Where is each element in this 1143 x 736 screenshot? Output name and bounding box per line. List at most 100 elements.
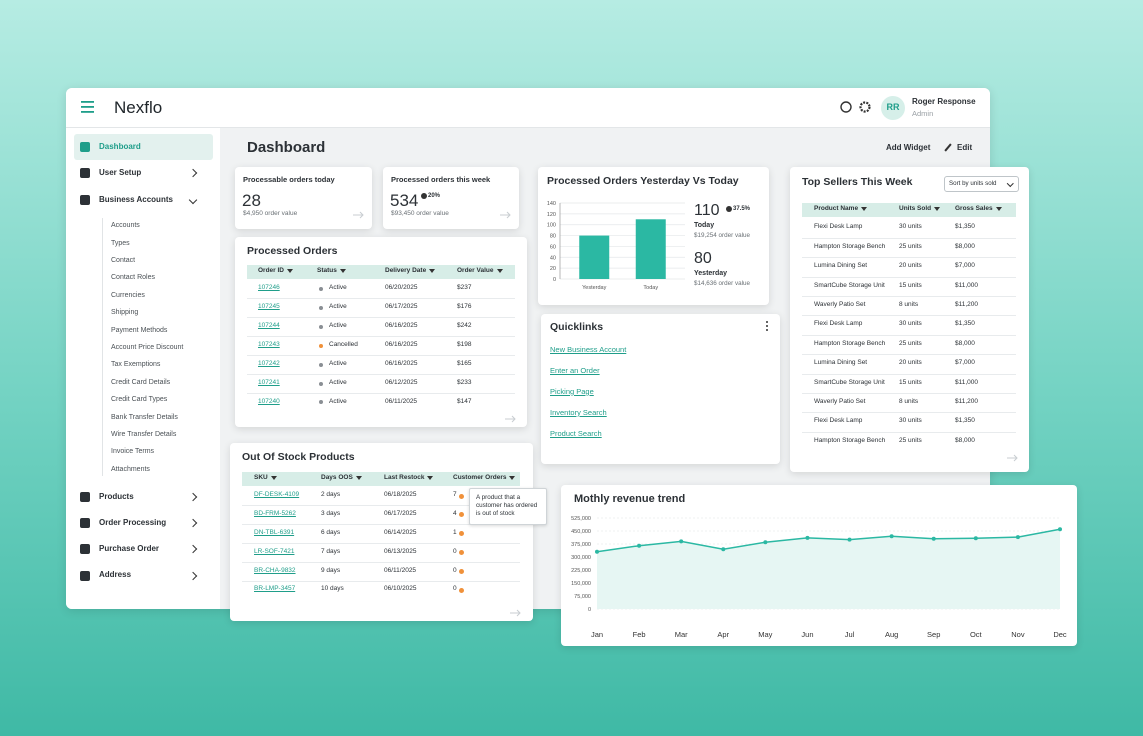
arrow-icon [510, 609, 522, 617]
table-cell: $8,000 [955, 242, 975, 250]
sort-select-label[interactable]: Sort by units sold [949, 179, 997, 187]
table-cell[interactable]: 107242 [258, 360, 280, 368]
table-cell[interactable]: 107241 [258, 378, 280, 386]
kpi-subtext: $93,450 order value [391, 210, 449, 218]
table-cell[interactable]: LR-SOF-7421 [254, 547, 295, 555]
table-cell[interactable]: DN-TBL-6391 [254, 529, 295, 537]
nav-item[interactable]: Dashboard [99, 141, 141, 151]
nav-subitem[interactable]: Payment Methods [111, 326, 168, 334]
table-cell[interactable]: 107246 [258, 284, 280, 292]
nav-subitem[interactable]: Bank Transfer Details [111, 413, 178, 421]
add-widget[interactable]: Add Widget [886, 142, 931, 152]
nav-subitem[interactable]: Attachments [111, 465, 150, 473]
column-header[interactable]: Order Value [457, 268, 503, 275]
status-dot [319, 305, 323, 310]
column-header[interactable]: Days OOS [321, 475, 362, 482]
nav-item[interactable]: User Setup [99, 167, 142, 177]
nav-subitem[interactable]: Invoice Terms [111, 448, 155, 456]
nav-subitem[interactable]: Accounts [111, 222, 140, 230]
x-tick-label: Dec [1053, 630, 1067, 639]
quicklink[interactable]: Enter an Order [550, 365, 600, 375]
user-name: Roger Response [912, 96, 976, 106]
nav-item[interactable]: Business Accounts [99, 194, 173, 204]
column-header[interactable]: Last Restock [384, 475, 434, 482]
point [1015, 535, 1020, 540]
table-cell: Active [329, 303, 347, 311]
y-tick-label: 525,000 [571, 516, 591, 522]
column-header[interactable]: Status [317, 268, 346, 275]
column-header[interactable]: Units Sold [899, 206, 941, 213]
user-role: Admin [912, 108, 934, 118]
nav-item[interactable]: Products [99, 491, 134, 501]
table-cell[interactable]: BR-CHA-9832 [254, 566, 296, 574]
quicklink[interactable]: Picking Page [550, 386, 594, 396]
avatar-initials: RR [886, 102, 900, 113]
nav-subitem[interactable]: Contact Roles [111, 274, 155, 282]
nav-item[interactable]: Address [99, 570, 132, 580]
quicklink[interactable]: Product Search [550, 428, 602, 438]
table-cell: SmartCube Storage Unit [814, 281, 885, 289]
point [805, 535, 810, 540]
quicklink[interactable]: Inventory Search [550, 407, 607, 417]
column-header[interactable]: Customer Orders [453, 475, 516, 482]
sort-icon [934, 206, 941, 211]
column-header[interactable]: Delivery Date [385, 268, 436, 275]
row-divider [247, 317, 515, 319]
sort-icon [355, 475, 362, 480]
row-divider [802, 354, 1016, 356]
chart [1007, 454, 1018, 462]
nav-item[interactable]: Order Processing [99, 517, 167, 527]
nav-subitem[interactable]: Shipping [111, 309, 139, 317]
y-tick-label: 120 [547, 212, 556, 218]
settings-icon [859, 101, 871, 113]
table-cell[interactable]: DF-DESK-4109 [254, 491, 300, 499]
x-tick-label: Nov [1011, 630, 1025, 639]
kpi-change: 20% [428, 192, 441, 199]
table-cell: 0 [453, 566, 457, 574]
nav-subitem[interactable]: Types [111, 239, 130, 247]
arrow-icon [500, 211, 512, 219]
column-header[interactable]: Order ID [258, 268, 294, 275]
table-cell: 20 units [899, 359, 922, 367]
column-header[interactable]: Product Name [814, 206, 868, 213]
nav-subitem[interactable]: Currencies [111, 291, 145, 299]
sidebar: Dashboard User Setup Business Accounts Acco… [66, 128, 220, 609]
table-cell: $165 [457, 360, 472, 368]
table-cell[interactable]: 107244 [258, 322, 280, 330]
nav-subitem[interactable]: Tax Exemptions [111, 361, 161, 369]
chevron [188, 571, 198, 580]
table-cell[interactable]: 107240 [258, 397, 280, 405]
x-tick-label: Mar [675, 630, 688, 639]
nav-subitem[interactable]: Credit Card Types [111, 396, 168, 404]
quicklink[interactable]: New Business Account [550, 344, 627, 354]
point [889, 534, 894, 539]
nav-subitem[interactable]: Wire Transfer Details [111, 430, 177, 438]
menu-bar [81, 111, 94, 113]
table-cell: 06/14/2025 [384, 529, 417, 537]
table-cell: Lumina Dining Set [814, 359, 868, 367]
nav-item[interactable]: Purchase Order [99, 544, 160, 553]
edit[interactable]: Edit [957, 142, 973, 152]
order-dot [459, 587, 464, 593]
table-cell[interactable]: BR-LMP-3457 [254, 585, 296, 593]
table-cell[interactable]: 107245 [258, 303, 280, 311]
table-cell: Active [329, 360, 347, 368]
nav-subitem[interactable]: Credit Card Details [111, 378, 171, 386]
x-tick-label: Yesterday [582, 285, 607, 291]
kpi-title: Processed orders this week [391, 174, 491, 184]
table-cell: 06/11/2025 [384, 566, 417, 574]
arrow-icon [1007, 454, 1019, 462]
sort-icon [861, 206, 868, 211]
column-header[interactable]: Gross Sales [955, 206, 1002, 213]
point [721, 547, 726, 552]
table-cell[interactable]: 107243 [258, 341, 280, 349]
nav-subitem[interactable]: Contact [111, 256, 136, 264]
column-header[interactable]: SKU [254, 475, 277, 482]
row-divider [802, 334, 1016, 336]
chevron [188, 545, 198, 554]
y-tick-label: 60 [550, 244, 556, 250]
y-tick-label: 75,000 [574, 594, 591, 600]
table-cell[interactable]: BD-FRM-5262 [254, 510, 296, 518]
nav-subitem[interactable]: Account Price Discount [111, 343, 184, 351]
